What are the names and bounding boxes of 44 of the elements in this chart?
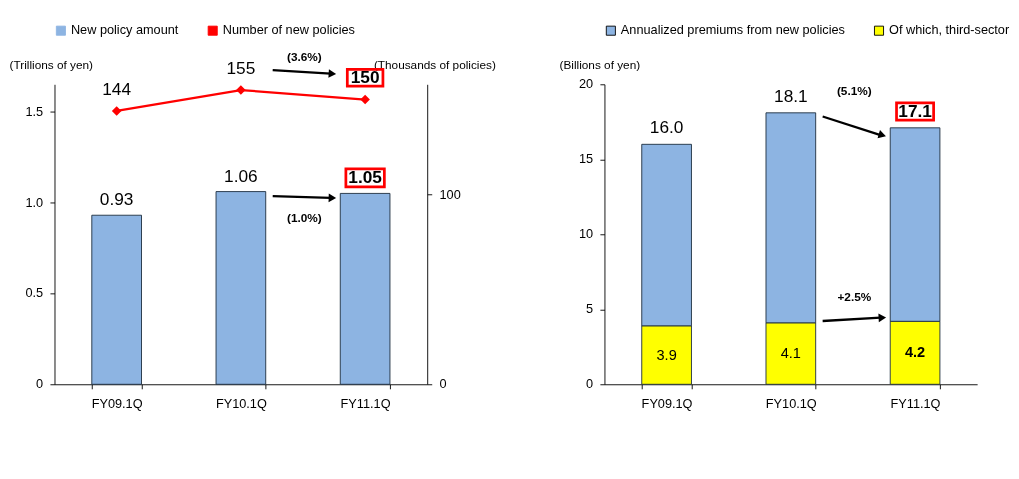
y2-tick-label: 100 <box>439 186 461 202</box>
y-tick-label: 0.5 <box>25 285 44 301</box>
y-tick-label: 5 <box>586 301 594 317</box>
y-axis-title: (Billions of yen) <box>559 58 641 73</box>
x-tick-label: FY10.1Q <box>765 396 817 412</box>
data-label: 4.2 <box>904 344 926 361</box>
y-tick-label: 20 <box>578 76 594 92</box>
y-tick-label: 0 <box>36 376 44 392</box>
bar <box>339 192 391 385</box>
y-tick-label: 0 <box>586 376 594 392</box>
bar <box>91 214 142 385</box>
x-tick-label: FY09.1Q <box>91 396 143 412</box>
legend-label: Annualized premiums from new policies <box>620 22 845 38</box>
annotation: (1.0%) <box>286 211 322 226</box>
text: (3.6%) <box>286 49 322 64</box>
annotation: (5.1%) <box>836 83 872 98</box>
data-label: 4.1 <box>780 345 801 362</box>
point <box>360 94 370 105</box>
bar <box>215 191 267 385</box>
y-axis-title: (Trillions of yen) <box>9 58 94 73</box>
legend-label: Number of new policies <box>222 22 355 38</box>
total-label: 16.0 <box>649 117 684 138</box>
y-tick-label: 1.0 <box>25 194 44 210</box>
legend-label: New policy amount <box>70 22 179 38</box>
total-label: 18.1 <box>774 85 808 106</box>
legend-label: Of which, third-sector <box>889 22 1010 38</box>
data-label: 0.93 <box>99 189 134 210</box>
total-label: 17.1 <box>898 100 933 121</box>
data-label: 144 <box>102 78 132 99</box>
data-label: 150 <box>350 67 380 88</box>
data-label: 1.05 <box>348 167 383 188</box>
x-tick-label: FY09.1Q <box>641 396 693 412</box>
annotation: +2.5% <box>837 290 872 305</box>
data-label: 3.9 <box>656 346 677 363</box>
x-tick-label: FY11.1Q <box>340 396 391 412</box>
x-tick-label: FY10.1Q <box>215 396 267 412</box>
point <box>111 106 122 116</box>
y2-tick-label: 0 <box>439 376 447 392</box>
x-tick-label: FY11.1Q <box>890 396 941 412</box>
y-tick-label: 15 <box>578 151 594 167</box>
data-label: 155 <box>226 57 256 78</box>
y-tick-label: 10 <box>578 226 594 242</box>
y-tick-label: 1.5 <box>25 103 44 119</box>
data-label: 1.06 <box>224 165 258 186</box>
